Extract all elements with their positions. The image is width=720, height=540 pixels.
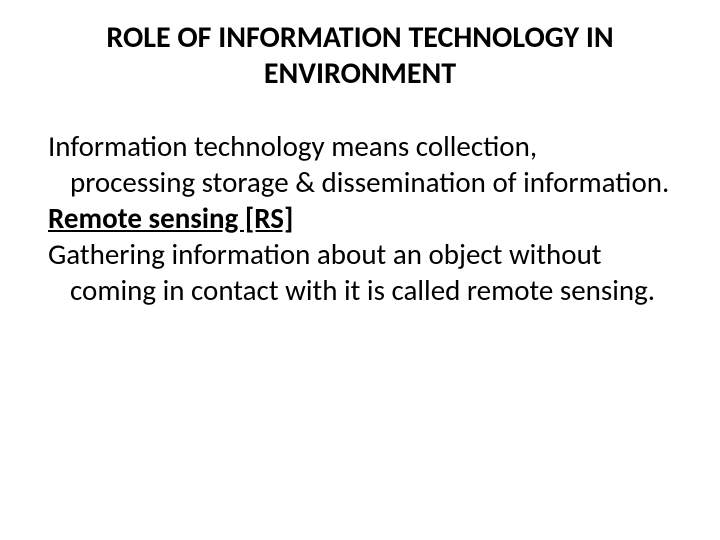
slide-body: Information technology means collection,…	[48, 128, 672, 308]
title-line-1: ROLE OF INFORMATION TECHNOLOGY IN	[68, 20, 652, 56]
title-line-2: ENVIRONMENT	[68, 56, 652, 92]
slide-title: ROLE OF INFORMATION TECHNOLOGY IN ENVIRO…	[48, 20, 672, 92]
paragraph-it-definition-rest: processing storage & dissemination of in…	[48, 164, 672, 200]
paragraph-rs-definition-rest: coming in contact with it is called remo…	[48, 272, 672, 308]
subheading-remote-sensing: Remote sensing [RS]	[48, 200, 672, 236]
slide: ROLE OF INFORMATION TECHNOLOGY IN ENVIRO…	[0, 0, 720, 540]
paragraph-rs-definition-first-line: Gathering information about an object wi…	[48, 236, 672, 272]
paragraph-it-definition-first-line: Information technology means collection,	[48, 128, 672, 164]
